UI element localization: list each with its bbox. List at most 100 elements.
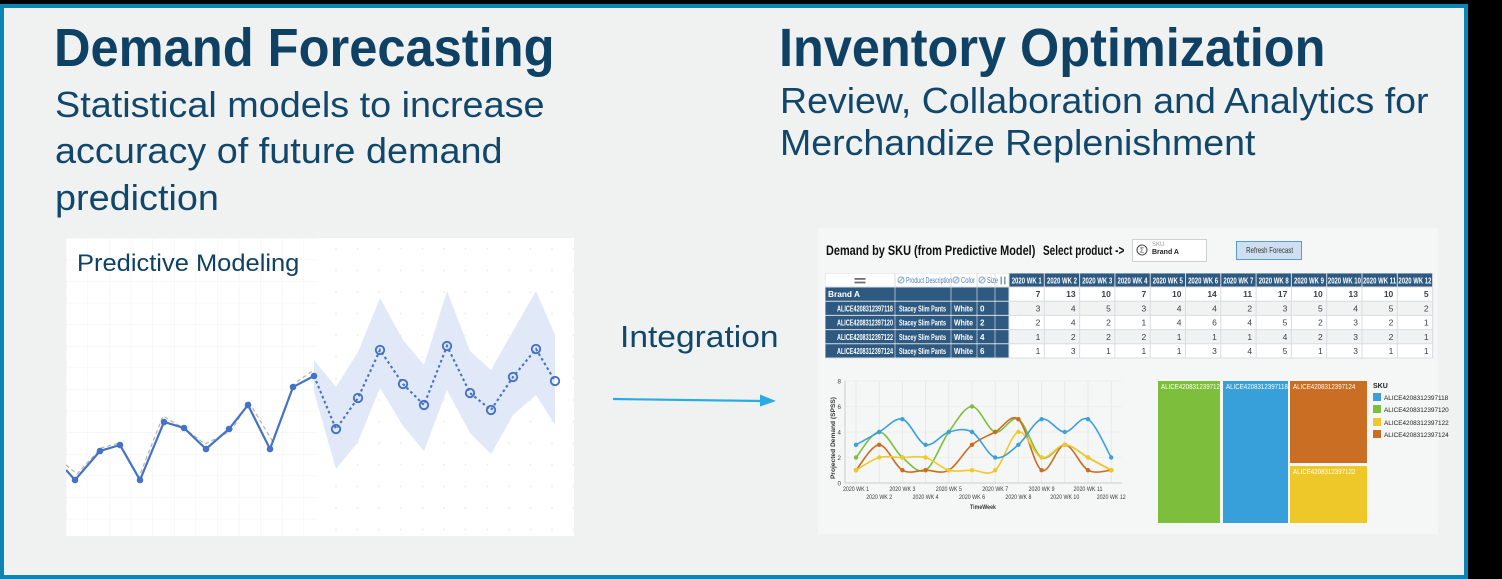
svg-text:1: 1 [1141, 318, 1146, 328]
svg-text:5: 5 [1318, 303, 1323, 313]
svg-text:5: 5 [1424, 289, 1429, 299]
svg-text:2: 2 [1389, 332, 1394, 342]
svg-text:5: 5 [1283, 318, 1288, 328]
svg-text:2: 2 [838, 455, 842, 462]
svg-text:13: 13 [1066, 289, 1076, 299]
svg-text:1: 1 [1424, 332, 1429, 342]
svg-text:3: 3 [1071, 346, 1076, 356]
svg-text:4: 4 [1212, 303, 1217, 313]
svg-text:4: 4 [1071, 318, 1076, 328]
svg-text:2020 WK 2: 2020 WK 2 [1047, 277, 1077, 286]
svg-text:4: 4 [1283, 332, 1288, 342]
svg-text:1: 1 [1247, 332, 1252, 342]
svg-text:1: 1 [1389, 346, 1394, 356]
svg-text:4: 4 [1177, 318, 1182, 328]
svg-text:2: 2 [1036, 318, 1041, 328]
svg-text:10: 10 [1313, 289, 1323, 299]
svg-text:2: 2 [1389, 318, 1394, 328]
svg-text:1: 1 [1036, 332, 1041, 342]
svg-text:1: 1 [1424, 346, 1429, 356]
svg-text:4: 4 [838, 430, 842, 437]
svg-text:2020 WK 12: 2020 WK 12 [1398, 277, 1431, 286]
svg-text:4: 4 [1247, 346, 1252, 356]
svg-text:ALICE4208312397120: ALICE4208312397120 [837, 319, 893, 328]
svg-text:17: 17 [1278, 289, 1288, 299]
svg-text:5: 5 [1389, 303, 1394, 313]
svg-text:2020 WK 4: 2020 WK 4 [913, 494, 939, 501]
svg-text:2020 WK 6: 2020 WK 6 [959, 494, 985, 501]
svg-text:2: 2 [1247, 303, 1252, 313]
svg-text:2: 2 [1106, 318, 1111, 328]
svg-text:2020 WK 8: 2020 WK 8 [1259, 277, 1289, 286]
svg-text:White: White [954, 319, 973, 328]
svg-text:Color: Color [961, 276, 975, 285]
svg-text:3: 3 [1353, 332, 1358, 342]
svg-text:2020 WK 6: 2020 WK 6 [1188, 277, 1218, 286]
svg-text:5: 5 [1283, 346, 1288, 356]
svg-text:3: 3 [1283, 303, 1288, 313]
svg-text:2020 WK 11: 2020 WK 11 [1363, 277, 1396, 286]
svg-text:Product Description: Product Description [906, 276, 952, 285]
svg-text:2: 2 [1071, 332, 1076, 342]
svg-text:Projected Demand (SPSS): Projected Demand (SPSS) [830, 397, 837, 479]
svg-text:1: 1 [1318, 346, 1323, 356]
svg-text:2020 WK 5: 2020 WK 5 [936, 486, 962, 493]
svg-text:White: White [954, 333, 973, 342]
svg-text:2: 2 [1318, 318, 1323, 328]
svg-text:1: 1 [1212, 332, 1217, 342]
svg-text:6: 6 [1212, 318, 1217, 328]
svg-text:2020 WK 1: 2020 WK 1 [843, 486, 869, 493]
svg-text:2020 WK 7: 2020 WK 7 [982, 486, 1008, 493]
svg-text:TimeWeek: TimeWeek [970, 504, 996, 511]
svg-text:10: 10 [1384, 289, 1394, 299]
svg-text:0: 0 [980, 304, 985, 313]
svg-text:1: 1 [1036, 346, 1041, 356]
svg-text:3: 3 [1353, 346, 1358, 356]
svg-text:2020 WK 5: 2020 WK 5 [1153, 277, 1183, 286]
svg-text:1: 1 [1424, 318, 1429, 328]
svg-text:2020 WK 1: 2020 WK 1 [1012, 277, 1042, 286]
svg-text:2: 2 [1141, 332, 1146, 342]
svg-text:Size: Size [987, 276, 998, 285]
svg-text:3: 3 [1141, 303, 1146, 313]
svg-text:8: 8 [838, 379, 842, 386]
svg-text:5: 5 [1106, 303, 1111, 313]
svg-text:2: 2 [1318, 332, 1323, 342]
svg-text:4: 4 [1071, 303, 1076, 313]
svg-text:14: 14 [1207, 289, 1217, 299]
svg-text:2020 WK 4: 2020 WK 4 [1118, 277, 1148, 286]
svg-text:White: White [954, 347, 973, 356]
svg-text:1: 1 [1141, 346, 1146, 356]
svg-text:2020 WK 12: 2020 WK 12 [1097, 494, 1126, 501]
svg-text:0: 0 [838, 481, 842, 488]
svg-text:4: 4 [980, 333, 985, 342]
svg-text:2020 WK 3: 2020 WK 3 [889, 486, 915, 493]
svg-text:6: 6 [838, 404, 842, 411]
svg-text:White: White [954, 304, 973, 313]
svg-text:2: 2 [980, 319, 985, 328]
svg-text:2020 WK 10: 2020 WK 10 [1328, 277, 1361, 286]
svg-text:2020 WK 10: 2020 WK 10 [1050, 494, 1079, 501]
svg-text:ALICE4208312397118: ALICE4208312397118 [837, 304, 893, 313]
svg-text:1: 1 [1106, 346, 1111, 356]
svg-text:7: 7 [1036, 289, 1041, 299]
svg-text:2020 WK 7: 2020 WK 7 [1223, 277, 1253, 286]
svg-text:2020 WK 11: 2020 WK 11 [1074, 486, 1103, 493]
svg-text:3: 3 [1353, 318, 1358, 328]
svg-text:ALICE4208312397124: ALICE4208312397124 [837, 347, 893, 356]
svg-text:10: 10 [1101, 289, 1111, 299]
svg-text:2020 WK 8: 2020 WK 8 [1005, 494, 1031, 501]
svg-text:2: 2 [1424, 303, 1429, 313]
svg-text:3: 3 [1036, 303, 1041, 313]
svg-text:6: 6 [980, 347, 985, 356]
svg-text:Stacey Slim Pants: Stacey Slim Pants [899, 304, 946, 313]
svg-text:1: 1 [1177, 346, 1182, 356]
svg-text:2: 2 [1106, 332, 1111, 342]
svg-text:Stacey Slim Pants: Stacey Slim Pants [899, 333, 946, 342]
svg-text:2020 WK 3: 2020 WK 3 [1082, 277, 1112, 286]
svg-text:4: 4 [1177, 303, 1182, 313]
svg-text:2020 WK 2: 2020 WK 2 [866, 494, 892, 501]
svg-text:Stacey Slim Pants: Stacey Slim Pants [899, 319, 946, 328]
svg-text:Stacey Slim Pants: Stacey Slim Pants [899, 347, 946, 356]
svg-text:3: 3 [1212, 346, 1217, 356]
